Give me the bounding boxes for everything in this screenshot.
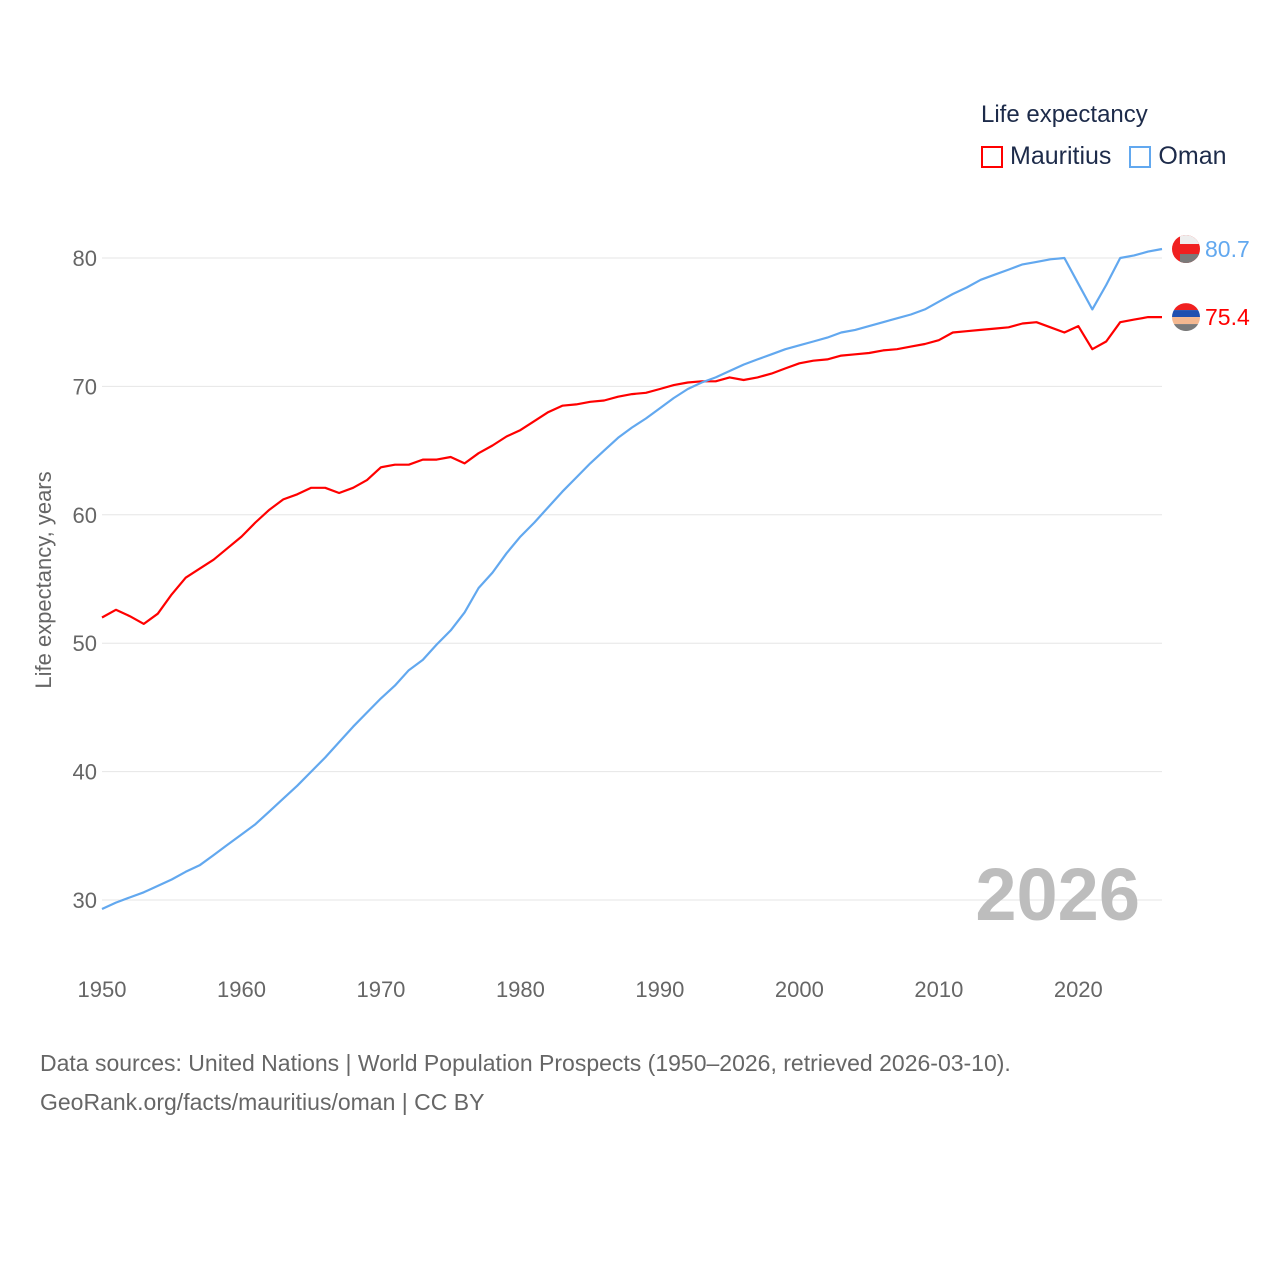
flag-icon-oman [1172, 235, 1200, 264]
x-tick-label: 1950 [78, 977, 127, 1002]
x-axis-ticks: 1950 1960 1970 1980 1990 2000 2010 2020 [78, 977, 1103, 1002]
y-tick-label: 30 [73, 888, 97, 913]
data-sources: Data sources: United Nations | World Pop… [40, 1050, 1011, 1076]
footer: Data sources: United Nations | World Pop… [40, 1044, 1011, 1122]
y-axis-label: Life expectancy, years [31, 471, 56, 688]
end-value-label: 80.7 [1205, 236, 1250, 262]
x-tick-label: 1990 [635, 977, 684, 1002]
series-lines: 75.4 80.7 [101, 235, 1250, 910]
series-line-oman [101, 247, 1163, 910]
legend-label: Mauritius [1010, 142, 1112, 170]
legend-item-mauritius[interactable]: Mauritius [981, 142, 1111, 171]
flag-icon-mauritius [1172, 303, 1200, 332]
gridlines [102, 257, 1162, 901]
y-tick-label: 80 [73, 246, 97, 271]
series-line-mauritius [101, 316, 1162, 626]
x-tick-label: 2020 [1054, 977, 1103, 1002]
y-tick-label: 50 [73, 631, 97, 656]
legend-item-oman[interactable]: Oman [1129, 142, 1227, 171]
legend-title: Life expectancy [981, 101, 1148, 128]
legend-swatch-oman [1129, 145, 1152, 168]
legend-swatch-mauritius [981, 145, 1003, 168]
y-tick-label: 60 [73, 503, 97, 528]
legend: Mauritius Oman [981, 142, 1227, 171]
year-label: 2026 [975, 853, 1140, 936]
source-link[interactable]: GeoRank.org/facts/mauritius/oman | CC BY [40, 1089, 485, 1115]
x-tick-label: 2000 [775, 977, 824, 1002]
y-tick-label: 40 [73, 760, 97, 785]
x-tick-label: 1970 [356, 977, 405, 1002]
x-tick-label: 1980 [496, 977, 545, 1002]
x-tick-label: 1960 [217, 977, 266, 1002]
legend-label: Oman [1158, 142, 1227, 170]
x-tick-label: 2010 [914, 977, 963, 1002]
y-axis-ticks: 30 40 50 60 70 80 [73, 246, 97, 913]
y-tick-label: 70 [73, 374, 97, 399]
end-value-label: 75.4 [1205, 304, 1250, 330]
